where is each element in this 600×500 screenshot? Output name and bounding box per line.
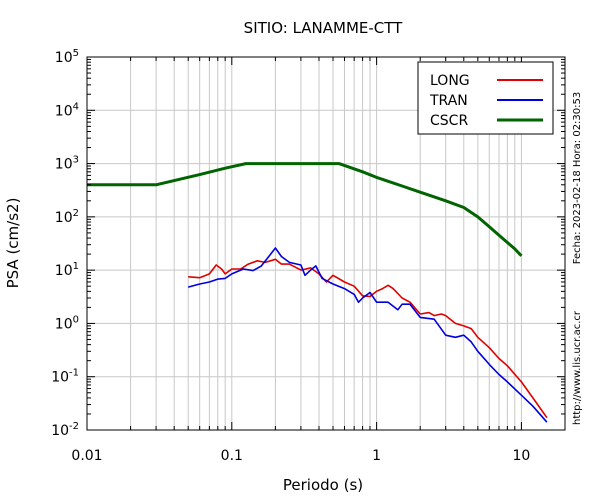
y-tick-label: 10-2 (51, 421, 79, 439)
x-tick-label: 0.01 (71, 448, 102, 464)
series-line-long (188, 258, 548, 419)
legend: LONG TRAN CSCR (417, 61, 554, 135)
x-axis-label: Periodo (s) (283, 476, 363, 494)
y-tick-label: 102 (55, 208, 79, 226)
x-tick-label: 0.1 (221, 448, 243, 464)
chart-title: SITIO: LANAMME-CTT (244, 19, 403, 37)
source-url: http://www.lis.ucr.ac.cr (572, 310, 583, 425)
plot-frame (86, 56, 566, 431)
y-tick-label: 10-1 (51, 368, 79, 386)
series-group (87, 162, 548, 423)
series-line-tran (187, 247, 548, 423)
axis-ticks: 10-2 10-1 100 101 102 103 104 105 0.01 0.1 1 10 (51, 48, 565, 464)
y-tick-label: 101 (55, 261, 79, 279)
legend-label-cscr: CSCR (430, 113, 468, 129)
x-tick-label: 10 (512, 448, 530, 464)
legend-label-tran: TRAN (429, 93, 468, 109)
legend-box (417, 61, 554, 135)
y-tick-label: 105 (55, 48, 79, 66)
y-tick-label: 103 (55, 155, 79, 173)
x-tick-label: 1 (372, 448, 381, 464)
y-tick-label: 100 (55, 314, 79, 332)
y-axis-label: PSA (cm/s2) (4, 198, 22, 289)
series-line-cscr (87, 162, 523, 257)
legend-label-long: LONG (430, 73, 470, 89)
y-tick-label: 104 (55, 101, 79, 119)
date-stamp: Fecha: 2023-02-18 Hora: 02:30:53 (572, 92, 583, 265)
